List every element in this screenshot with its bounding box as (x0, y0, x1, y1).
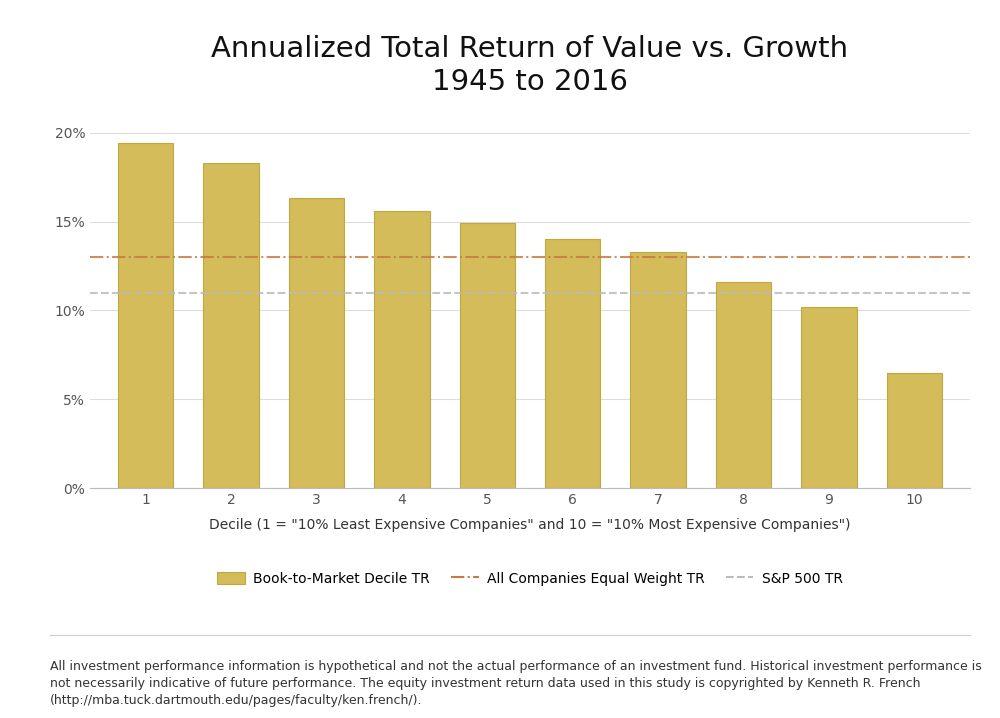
Bar (374, 211, 430, 488)
Bar (887, 373, 942, 488)
Legend: Book-to-Market Decile TR, All Companies Equal Weight TR, S&P 500 TR: Book-to-Market Decile TR, All Companies … (217, 572, 843, 586)
Text: All investment performance information is hypothetical and not the actual perfor: All investment performance information i… (50, 661, 982, 707)
Bar (203, 163, 259, 488)
Bar (630, 252, 686, 488)
Bar (460, 223, 515, 488)
Title: Annualized Total Return of Value vs. Growth
1945 to 2016: Annualized Total Return of Value vs. Gro… (211, 35, 849, 96)
Bar (801, 307, 857, 488)
Bar (118, 144, 173, 488)
Bar (289, 198, 344, 488)
Bar (545, 239, 600, 488)
X-axis label: Decile (1 = "10% Least Expensive Companies" and 10 = "10% Most Expensive Compani: Decile (1 = "10% Least Expensive Compani… (209, 518, 851, 532)
Bar (716, 282, 771, 488)
